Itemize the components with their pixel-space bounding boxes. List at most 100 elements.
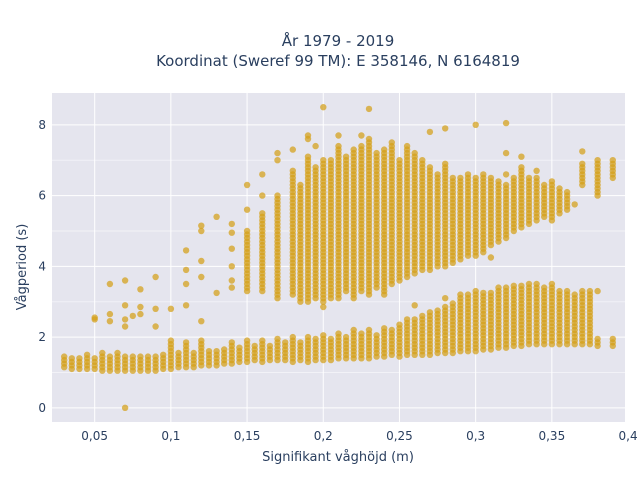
- data-point: [312, 164, 319, 171]
- data-point: [365, 326, 373, 334]
- data-point: [320, 104, 327, 111]
- data-point: [388, 139, 395, 146]
- data-point: [228, 229, 235, 236]
- data-point: [571, 201, 578, 208]
- data-point: [289, 146, 296, 153]
- x-tick-label: 0,15: [234, 429, 261, 443]
- data-point: [472, 287, 479, 295]
- data-point: [472, 121, 479, 128]
- data-point: [495, 178, 502, 185]
- y-tick-label: 6: [38, 189, 46, 203]
- data-point: [152, 323, 159, 330]
- data-point: [152, 273, 159, 281]
- data-point: [198, 227, 205, 235]
- data-point: [480, 171, 487, 178]
- data-point: [320, 303, 327, 311]
- data-point: [228, 263, 235, 270]
- data-point: [121, 404, 129, 411]
- data-point: [205, 348, 213, 355]
- data-point: [182, 339, 190, 346]
- data-point: [144, 353, 152, 360]
- data-point: [594, 157, 601, 164]
- y-tick-label: 4: [38, 259, 46, 273]
- data-point: [373, 332, 380, 339]
- data-point: [259, 337, 266, 344]
- data-point: [487, 289, 495, 297]
- data-point: [228, 220, 235, 228]
- data-point: [167, 337, 175, 344]
- y-tick-label: 2: [38, 330, 46, 344]
- data-point: [106, 310, 114, 318]
- y-tick-label: 0: [38, 401, 46, 415]
- data-point: [586, 287, 594, 295]
- data-point: [449, 174, 456, 182]
- data-point: [541, 181, 548, 189]
- data-point: [243, 206, 251, 213]
- x-axis-title: Signifikant våghöjd (m): [262, 450, 414, 465]
- data-point: [198, 337, 205, 344]
- data-point: [304, 132, 312, 139]
- data-point: [533, 167, 540, 174]
- data-point: [175, 349, 182, 357]
- data-point: [76, 355, 83, 362]
- data-point: [121, 323, 129, 330]
- data-point: [365, 135, 373, 143]
- data-point: [442, 295, 449, 302]
- data-point: [274, 192, 281, 199]
- data-point: [327, 335, 335, 343]
- data-point: [411, 149, 418, 157]
- x-tick-label: 0,05: [81, 429, 108, 443]
- data-point: [228, 284, 235, 291]
- data-point: [182, 247, 190, 254]
- data-point: [213, 289, 220, 297]
- data-point: [510, 174, 517, 182]
- data-point: [297, 339, 304, 346]
- data-point: [129, 312, 136, 320]
- data-point: [251, 342, 258, 350]
- y-axis-title: Vågperiod (s): [15, 224, 30, 311]
- data-point: [365, 105, 373, 113]
- data-point: [533, 174, 540, 182]
- data-point: [304, 333, 312, 341]
- data-point: [502, 119, 510, 127]
- data-point: [198, 318, 205, 325]
- data-point: [350, 146, 357, 153]
- data-point: [259, 210, 266, 217]
- x-tick-label: 0,35: [538, 429, 565, 443]
- data-point: [556, 287, 563, 295]
- x-tick-label: 0,25: [386, 429, 413, 443]
- data-point: [335, 142, 342, 150]
- data-point: [381, 325, 388, 332]
- data-point: [274, 335, 281, 343]
- data-point: [312, 335, 319, 343]
- data-point: [403, 316, 411, 323]
- data-point: [373, 149, 380, 157]
- data-point: [579, 160, 586, 167]
- data-point: [228, 277, 235, 284]
- data-point: [571, 291, 578, 298]
- data-point: [243, 181, 251, 189]
- data-point: [594, 335, 601, 343]
- data-point: [213, 213, 220, 220]
- data-point: [99, 349, 106, 357]
- data-point: [228, 245, 235, 252]
- data-point: [304, 153, 312, 160]
- data-point: [83, 351, 91, 358]
- data-point: [121, 277, 129, 284]
- data-point: [342, 333, 350, 341]
- data-point: [259, 192, 266, 199]
- data-point: [388, 326, 395, 334]
- data-point: [487, 254, 495, 261]
- data-point: [327, 157, 335, 164]
- data-point: [502, 181, 510, 189]
- data-point: [243, 227, 251, 235]
- data-point: [518, 282, 525, 289]
- data-point: [152, 305, 159, 312]
- data-point: [167, 305, 175, 312]
- data-point: [320, 157, 327, 164]
- data-point: [396, 321, 403, 328]
- data-point: [350, 326, 357, 334]
- data-point: [518, 164, 525, 171]
- data-point: [548, 280, 556, 288]
